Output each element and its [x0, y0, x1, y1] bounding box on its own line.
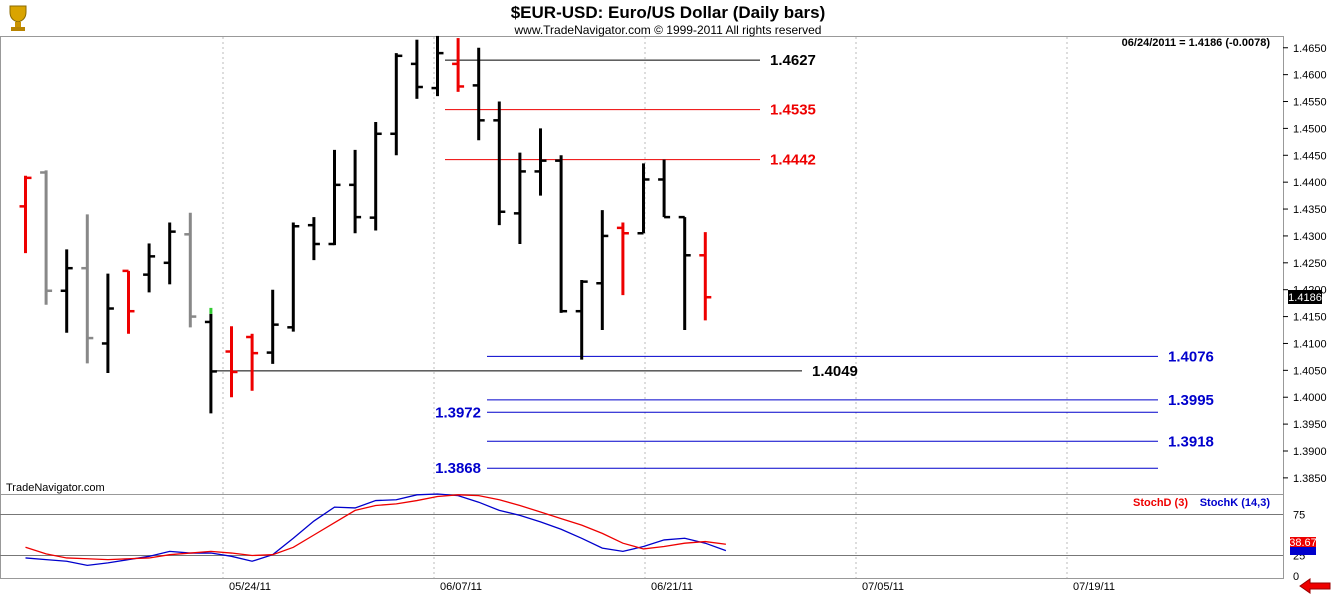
level-label: 1.4076	[1168, 348, 1214, 365]
ohlc-bar	[699, 232, 712, 321]
y-tick-label: 1.4400	[1293, 177, 1327, 189]
ohlc-bar	[678, 215, 691, 331]
level-label: 1.4627	[770, 52, 816, 69]
ohlc-bar	[163, 222, 176, 285]
ohlc-bar	[40, 170, 53, 305]
ohlc-bar	[575, 280, 588, 360]
level-label: 1.3995	[1168, 392, 1214, 409]
x-tick-label: 06/21/11	[651, 581, 693, 593]
ohlc-bar	[122, 269, 135, 334]
level-lines: 1.4627 1.4535 1.4442 1.4049 1.4076 1.3995 1.39…	[216, 52, 1214, 477]
y-tick-label: 1.4450	[1293, 150, 1327, 162]
stoch-marker-blue	[1290, 545, 1316, 555]
level-label: 1.3868	[435, 460, 481, 477]
price-y-axis: 1.4650 1.4600 1.4550 1.4500 1.4450 1.4400 1.43…	[1283, 37, 1327, 578]
y-tick-label: 1.3900	[1293, 446, 1327, 458]
vertical-grid	[222, 37, 1068, 578]
ohlc-bar	[246, 333, 259, 391]
ohlc-bar	[513, 152, 526, 244]
stoch-d-line	[25, 494, 726, 561]
ohlc-bar	[493, 101, 506, 226]
ohlc-bar	[637, 163, 650, 235]
level-label: 1.4049	[812, 363, 858, 380]
x-tick-label: 07/05/11	[862, 581, 904, 593]
ohlc-bar	[184, 212, 197, 328]
last-price-marker	[1288, 290, 1322, 304]
ohlc-bar	[349, 149, 362, 234]
x-tick-label: 05/24/11	[229, 581, 271, 593]
y-tick-label: 1.3850	[1293, 473, 1327, 485]
y-tick-label: 1.4250	[1293, 258, 1327, 270]
y-tick-label: 1.4550	[1293, 97, 1327, 109]
stoch-panel-frame	[0, 494, 1284, 579]
y-tick-label: 1.4600	[1293, 70, 1327, 82]
ohlc-bar	[616, 222, 629, 296]
stoch-last-label: 38.67	[1289, 537, 1317, 549]
ohlc-bar	[472, 47, 485, 141]
y-tick-label: 1.3950	[1293, 419, 1327, 431]
stoch-tick-label: 0	[1293, 571, 1299, 583]
y-tick-label: 1.4050	[1293, 365, 1327, 377]
level-label: 1.4535	[770, 102, 816, 119]
trophy-logo-icon	[9, 5, 27, 31]
ohlc-bar	[307, 217, 320, 261]
ohlc-bar	[225, 326, 238, 398]
y-tick-label: 1.4650	[1293, 43, 1327, 55]
ohlc-bar	[204, 313, 217, 414]
ohlc-bar	[143, 243, 156, 293]
stoch-d-legend: StochD (3)	[1133, 497, 1188, 509]
stoch-marker-red	[1290, 537, 1316, 547]
main-panel-frame	[0, 36, 1284, 495]
ohlc-bar	[369, 121, 382, 231]
x-tick-label: 07/19/11	[1073, 581, 1115, 593]
level-label: 1.3918	[1168, 433, 1214, 450]
price-bars	[19, 35, 712, 414]
last-bar-info: 06/24/2011 = 1.4186 (-0.0078)	[1122, 37, 1271, 49]
ohlc-bar	[596, 210, 609, 331]
ohlc-bar	[101, 273, 114, 374]
ohlc-bar	[658, 159, 671, 219]
ohlc-bar	[287, 222, 300, 332]
stoch-k-legend: StochK (14,3)	[1200, 497, 1271, 509]
y-tick-label: 1.4500	[1293, 123, 1327, 135]
ohlc-bar	[555, 155, 568, 313]
stoch-tick-label: 75	[1293, 510, 1305, 522]
level-label: 1.4442	[770, 152, 816, 169]
stoch-k-line	[25, 493, 727, 566]
last-price-label: 1.4186	[1288, 292, 1322, 304]
y-tick-label: 1.4300	[1293, 231, 1327, 243]
chart-subtitle: www.TradeNavigator.com © 1999-2011 All r…	[514, 23, 822, 37]
y-tick-label: 1.4100	[1293, 338, 1327, 350]
chart-title: $EUR-USD: Euro/US Dollar (Daily bars)	[511, 3, 826, 22]
ohlc-bar	[390, 53, 403, 156]
ohlc-bar	[328, 149, 341, 246]
ohlc-bar	[60, 249, 73, 333]
ohlc-bar	[266, 289, 279, 364]
ohlc-bar	[81, 214, 94, 364]
ohlc-bar	[19, 175, 32, 254]
date-x-axis: 05/24/11 06/07/11 06/21/11 07/05/11 07/19/11	[229, 581, 1115, 593]
y-tick-label: 1.4000	[1293, 392, 1327, 404]
y-tick-label: 1.4150	[1293, 312, 1327, 324]
scroll-left-arrow-icon[interactable]	[1299, 578, 1331, 594]
y-tick-label: 1.4350	[1293, 204, 1327, 216]
level-label: 1.3972	[435, 404, 481, 421]
ohlc-bar	[410, 39, 423, 99]
watermark: TradeNavigator.com	[6, 482, 105, 494]
x-tick-label: 06/07/11	[440, 581, 482, 593]
ohlc-bar	[452, 38, 465, 92]
ohlc-bar	[431, 35, 444, 97]
ohlc-bar	[534, 128, 547, 196]
